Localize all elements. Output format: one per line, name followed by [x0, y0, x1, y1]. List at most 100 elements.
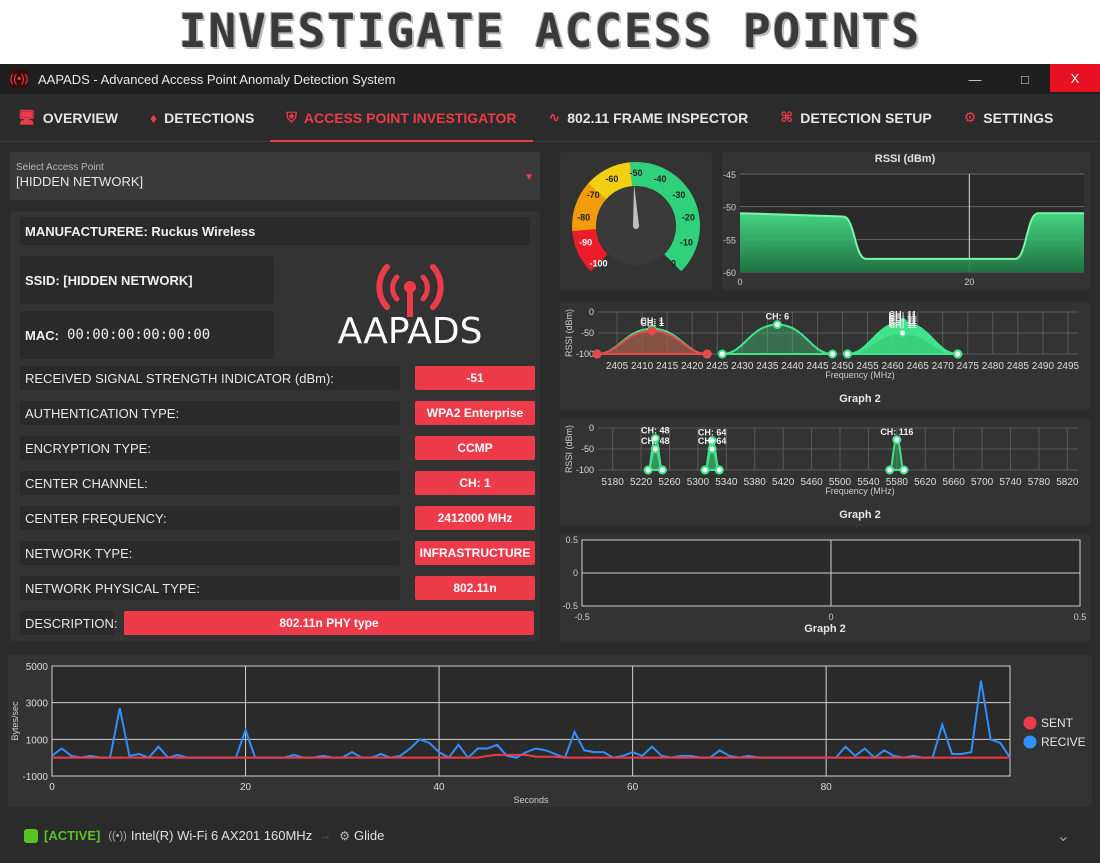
property-value: CH: 1 [415, 471, 535, 495]
channel-point [772, 320, 782, 330]
maximize-button[interactable]: □ [1021, 71, 1029, 87]
channel-x-tick: 5700 [971, 477, 994, 488]
channel-chart-title: Graph 2 [839, 509, 881, 521]
channel-point [885, 465, 895, 475]
channel-point [650, 444, 660, 454]
channel-x-tick: 2475 [957, 361, 980, 372]
chevron-down-icon[interactable]: ⌄ [1056, 827, 1070, 845]
minimize-button[interactable]: — [968, 71, 982, 87]
channel-x-tick: 2495 [1057, 361, 1080, 372]
channel-label: CH: 11 [889, 312, 917, 322]
description-value: 802.11n PHY type [124, 611, 534, 635]
wifi-icon: ((•)) [108, 829, 127, 842]
gear-icon: ⚙ [963, 109, 977, 125]
close-button[interactable]: X [1050, 64, 1100, 92]
traffic-y-tick: 5000 [26, 662, 49, 673]
property-label: CENTER CHANNEL: [20, 471, 400, 495]
property-label: AUTHENTICATION TYPE: [20, 401, 400, 425]
rssi-y-tick: -55 [723, 235, 736, 245]
channel-point [707, 444, 717, 454]
tab-settings[interactable]: ⚙ SETTINGS [948, 94, 1070, 142]
adapter-name[interactable]: Intel(R) Wi-Fi 6 AX201 160MHz [130, 828, 313, 843]
empty-graph-panel: 0.5 0 -0.5 -0.5 0 0.5 Graph 2 [560, 534, 1090, 642]
channel-point [899, 465, 909, 475]
tab-frame-inspector[interactable]: ∿ 802.11 FRAME INSPECTOR [533, 94, 765, 142]
channel-x-tick: 2480 [982, 361, 1005, 372]
traffic-series-sent [52, 753, 1010, 759]
rssi-y-tick: -50 [723, 203, 736, 213]
channel-point [643, 465, 653, 475]
channel-x-tick: 2470 [932, 361, 955, 372]
page-banner: INVESTIGATE ACCESS POINTS [0, 0, 1100, 62]
gauge-orange-zone [572, 183, 606, 232]
legend-marker [1023, 716, 1037, 730]
profile-name[interactable]: Glide [353, 828, 385, 843]
traffic-plot-area [51, 665, 1011, 777]
property-label: NETWORK TYPE: [20, 541, 400, 565]
channel-point [707, 436, 717, 446]
tab-overview[interactable]: 🖥 OVERVIEW [0, 94, 134, 142]
empty-x-tick: 0.5 [1074, 612, 1087, 622]
ssid-field: SSID: [HIDDEN NETWORK] [20, 256, 274, 304]
channel-x-tick: 5340 [715, 477, 738, 488]
property-label: NETWORK PHYSICAL TYPE: [20, 576, 400, 600]
property-value: CCMP [415, 436, 535, 460]
channel-x-tick: 2465 [907, 361, 930, 372]
channel-point [953, 349, 963, 359]
channel-x-tick: 2405 [606, 361, 629, 372]
traffic-y-label: Bytes/sec [10, 701, 20, 741]
channel-x-tick: 2430 [731, 361, 754, 372]
gauge-tick-label: -20 [682, 213, 695, 223]
channel-24ghz-chart: 2405 2410 2415 2420 2425 2430 2435 2440 2445 2450… [564, 307, 1080, 405]
mac-field: MAC: 00:00:00:00:00:00 [20, 311, 274, 359]
property-label: CENTER FREQUENCY: [20, 506, 400, 530]
tab-label: OVERVIEW [42, 109, 118, 126]
tab-detection-setup[interactable]: ⌘ DETECTION SETUP [764, 94, 947, 142]
gauge-green-zone [629, 162, 700, 272]
channel-label: CH: 64 [698, 436, 727, 446]
channel-point [714, 465, 724, 475]
rssi-x-tick: 0 [737, 277, 742, 287]
channel-label: CH: 48 [641, 436, 670, 446]
traffic-x-tick: 80 [821, 782, 833, 793]
traffic-x-label: Seconds [513, 795, 549, 805]
mac-label: MAC: [25, 327, 59, 343]
channel-y-tick: -100 [576, 465, 594, 475]
traffic-x-tick: 0 [49, 782, 55, 793]
rssi-x-tick: 20 [964, 277, 974, 287]
gauge-tick-label: -50 [629, 168, 642, 178]
channel-x-tick: 5380 [744, 477, 767, 488]
channel-x-tick: 5740 [999, 477, 1022, 488]
traffic-x-tick: 20 [240, 782, 252, 793]
gauge-tick-label: -10 [680, 237, 693, 247]
channel-label: CH: 11 [889, 320, 917, 330]
channel-5ghz-chart: 5180 5220 5260 5300 5340 5380 5420 5460 5500 5540… [564, 423, 1079, 521]
mac-value: 00:00:00:00:00:00 [66, 327, 211, 343]
traffic-y-tick: 3000 [26, 699, 49, 710]
channel-point [700, 465, 710, 475]
traffic-y-tick: 1000 [26, 735, 49, 746]
channel-x-label: Frequency (MHz) [825, 486, 895, 496]
channel-x-tick: 2435 [756, 361, 779, 372]
channel-y-label: RSSI (dBm) [564, 309, 574, 357]
property-value: WPA2 Enterprise [415, 401, 535, 425]
status-indicator-icon [24, 828, 38, 843]
channel-x-tick: 2450 [831, 361, 854, 372]
title-bar: ((•)) AAPADS - Advanced Access Point Ano… [0, 64, 1100, 94]
channel-label: CH: 64 [698, 428, 727, 438]
property-label: ENCRYPTION TYPE: [20, 436, 400, 460]
channel-x-tick: 2425 [706, 361, 729, 372]
tab-detections[interactable]: ♦ DETECTIONS [134, 94, 270, 142]
window-title: AAPADS - Advanced Access Point Anomaly D… [38, 71, 396, 87]
gauge-red-zone [572, 229, 608, 272]
tab-access-point-investigator[interactable]: ⛨ ACCESS POINT INVESTIGATOR [270, 94, 533, 142]
legend-marker [1023, 735, 1037, 749]
traffic-x-tick: 60 [627, 782, 639, 793]
gauge-tick-label: -70 [587, 190, 600, 200]
channel-x-tick: 2485 [1007, 361, 1030, 372]
access-point-info-panel: MANUFACTURERE: Ruckus Wireless SSID: [HI… [10, 211, 540, 641]
channel-x-tick: 5540 [857, 477, 880, 488]
access-point-select[interactable]: Select Access Point [HIDDEN NETWORK] ▼ [10, 152, 540, 200]
gauge-yellow-zone [587, 162, 633, 200]
rssi-area [740, 213, 1084, 272]
